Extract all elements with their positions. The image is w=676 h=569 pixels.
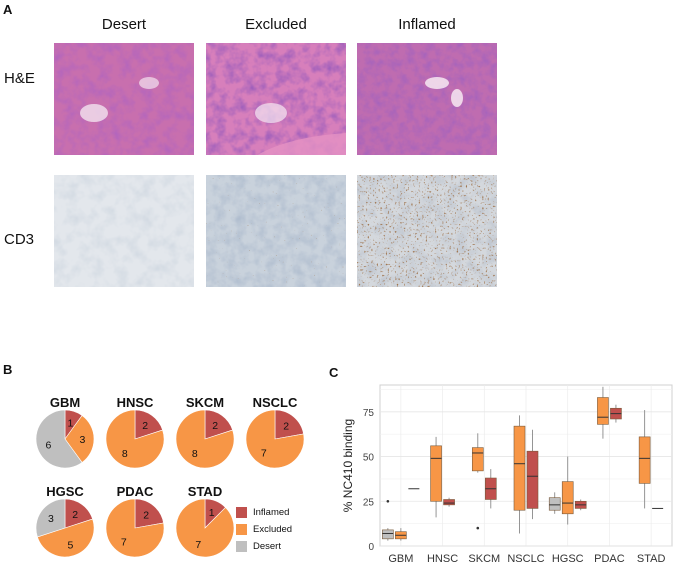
pie-slice xyxy=(245,409,305,469)
pie-slice xyxy=(37,518,95,558)
he-excluded-image xyxy=(206,43,346,155)
pie-slice xyxy=(105,498,165,558)
legend-label: Inflamed xyxy=(253,507,290,518)
pie-slice-label: 7 xyxy=(121,536,127,548)
cd3-excluded-image xyxy=(206,175,346,287)
box xyxy=(513,425,526,511)
legend-item-desert: Desert xyxy=(236,538,326,555)
box xyxy=(471,447,484,472)
he-inflamed-image xyxy=(357,43,497,155)
box xyxy=(638,436,651,484)
legend-item-inflamed: Inflamed xyxy=(236,504,326,521)
box xyxy=(561,481,574,515)
pie-slice-label: 2 xyxy=(72,509,78,521)
box xyxy=(597,397,609,425)
legend-swatch xyxy=(236,541,247,552)
pie-title: SKCM xyxy=(186,395,224,410)
row-header-cd3: CD3 xyxy=(4,231,35,248)
pie-slice-label: 5 xyxy=(67,540,73,552)
y-tick-label: 75 xyxy=(363,408,375,419)
pie-slice-label: 2 xyxy=(283,421,289,433)
pie-slice-label: 6 xyxy=(46,439,52,451)
pie-slice xyxy=(64,498,93,529)
pie-slice-label: 2 xyxy=(212,420,218,432)
legend-label: Excluded xyxy=(253,524,293,535)
box xyxy=(443,499,455,506)
y-tick-label: 25 xyxy=(363,497,375,508)
box xyxy=(382,529,394,540)
pie-slice xyxy=(105,409,165,469)
pie-title: HGSC xyxy=(46,484,84,499)
y-tick-label: 0 xyxy=(368,542,374,553)
x-tick-label: HGSC xyxy=(552,553,584,565)
row-header-he: H&E xyxy=(4,70,35,87)
pie-slice xyxy=(134,498,164,529)
legend-label: Desert xyxy=(253,541,281,552)
he-desert-image xyxy=(54,43,194,155)
x-tick-label: HNSC xyxy=(427,553,458,565)
pie-title: HNSC xyxy=(117,395,154,410)
cd3-desert-image xyxy=(54,175,194,287)
column-header-inflamed: Inflamed xyxy=(398,16,456,33)
y-tick-label: 50 xyxy=(363,453,375,464)
pie-slice-label: 7 xyxy=(261,447,267,459)
pie-slice-label: 8 xyxy=(122,448,128,460)
x-tick-label: PDAC xyxy=(594,553,625,565)
panel-c-label: C xyxy=(329,365,339,380)
pie-title: GBM xyxy=(50,395,80,410)
x-tick-label: STAD xyxy=(637,553,666,565)
pie-slice xyxy=(35,409,83,469)
legend-swatch xyxy=(236,507,247,518)
column-header-desert: Desert xyxy=(101,16,147,33)
x-tick-label: GBM xyxy=(388,553,413,565)
pie-slice-label: 8 xyxy=(192,448,198,460)
pie-title: STAD xyxy=(188,484,222,499)
y-axis-label: % NC410 binding xyxy=(341,419,355,512)
pie-slice-label: 7 xyxy=(195,539,201,551)
pie-title: PDAC xyxy=(117,484,154,499)
legend-swatch xyxy=(236,524,247,535)
panel-a-label: A xyxy=(3,2,13,17)
pie-slice-label: 1 xyxy=(67,417,73,429)
pie-slice xyxy=(35,498,66,538)
box xyxy=(548,497,561,511)
x-tick-label: NSCLC xyxy=(507,553,544,565)
pie-slice xyxy=(204,409,233,440)
pie-slice xyxy=(175,498,235,558)
pie-slice-label: 2 xyxy=(143,510,149,522)
pie-slice-label: 2 xyxy=(142,420,148,432)
x-tick-label: SKCM xyxy=(468,553,500,565)
box-outlier xyxy=(386,499,390,503)
panel-b-label: B xyxy=(3,362,13,377)
column-header-excluded: Excluded xyxy=(245,16,307,33)
pie-slice-label: 1 xyxy=(209,507,215,519)
pie-slice xyxy=(134,409,163,440)
box-outlier xyxy=(476,526,480,530)
box xyxy=(430,445,442,502)
pie-slice-label: 3 xyxy=(48,513,54,525)
legend: Inflamed Excluded Desert xyxy=(236,504,326,555)
pie-title: NSCLC xyxy=(253,395,298,410)
cd3-inflamed-image xyxy=(357,175,497,287)
legend-item-excluded: Excluded xyxy=(236,521,326,538)
pie-slice xyxy=(175,409,235,469)
box xyxy=(526,450,539,509)
pie-slice xyxy=(274,409,304,440)
pie-slice xyxy=(64,415,95,463)
pie-slice-label: 3 xyxy=(79,434,85,446)
